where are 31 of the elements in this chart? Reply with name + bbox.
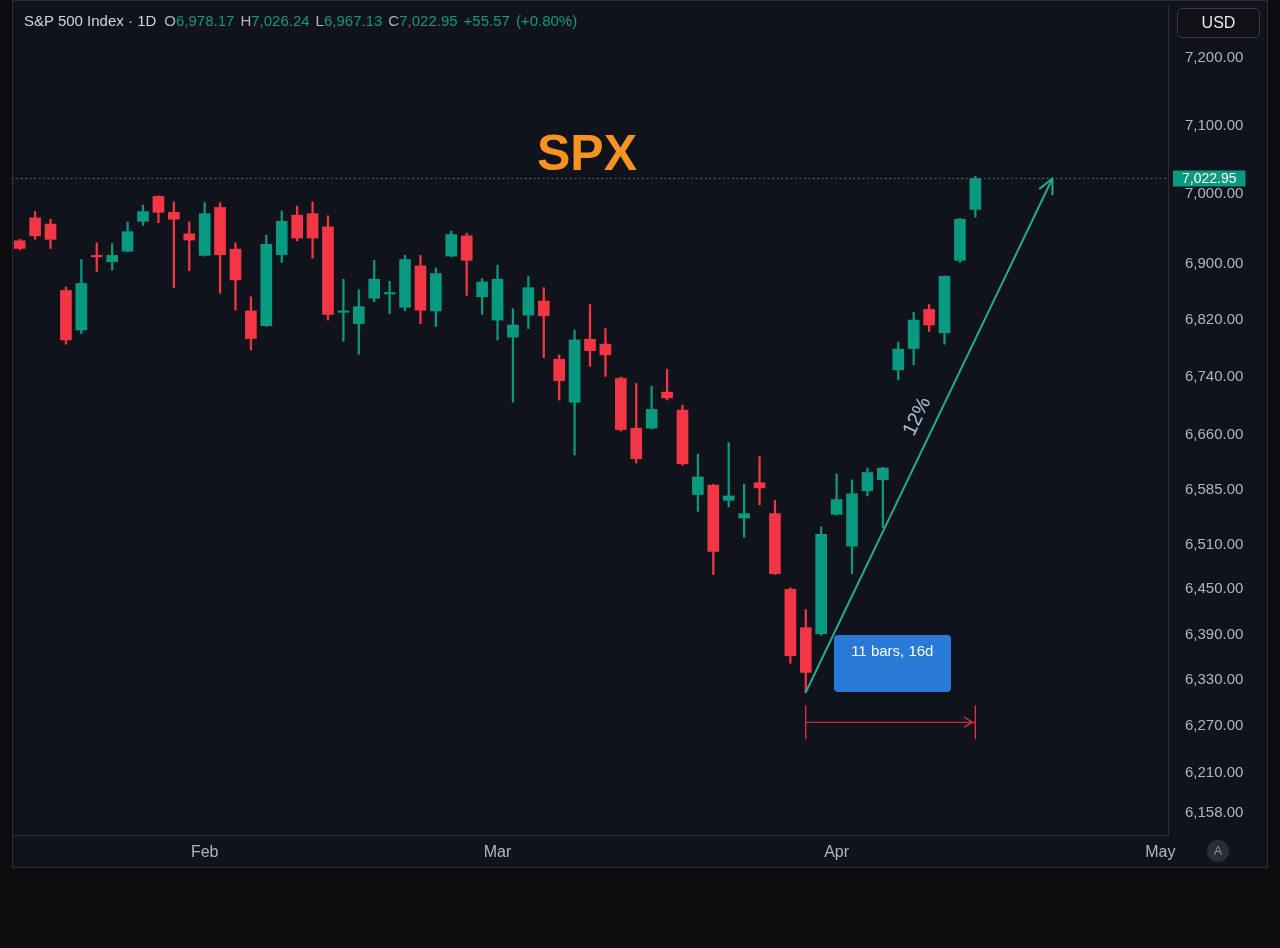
y-tick-label: 7,000.00 — [1185, 184, 1244, 202]
candlestick — [599, 328, 612, 377]
y-tick-label: 6,450.00 — [1185, 579, 1244, 597]
candlestick — [383, 280, 396, 315]
text: S&P 500 Index · 1D — [24, 12, 157, 29]
annotation: 11 bars, 16d — [851, 642, 934, 660]
annotation: 12% — [897, 393, 935, 440]
y-tick-label: 6,330.00 — [1185, 670, 1244, 688]
info-box: 11 bars, 16d — [833, 635, 951, 693]
y-tick-label: 7,100.00 — [1185, 116, 1244, 133]
x-tick-label: May — [1145, 843, 1176, 861]
x-tick-label: Feb — [190, 843, 219, 861]
y-tick-label: 6,510.00 — [1185, 534, 1244, 552]
ref-line-label: 7,022.95 — [1182, 169, 1237, 186]
y-tick-label: 6,900.00 — [1185, 253, 1244, 271]
y-tick-label: 6,660.00 — [1185, 424, 1244, 442]
x-tick-label: Mar — [483, 843, 512, 861]
y-tick-label: 6,740.00 — [1185, 367, 1244, 385]
y-tick-label: 6,585.00 — [1185, 479, 1244, 497]
candlestick — [337, 278, 350, 342]
y-tick-label: 7,200.00 — [1185, 48, 1244, 66]
y-tick-label: 6,210.00 — [1185, 762, 1244, 780]
candlestick — [753, 456, 766, 506]
y-tick-label: 6,820.00 — [1185, 310, 1244, 328]
y-tick-label: 6,270.00 — [1185, 716, 1244, 734]
x-tick-label: Apr — [824, 843, 850, 861]
y-tick-label: 6,158.00 — [1185, 803, 1244, 821]
y-tick-label: 6,390.00 — [1185, 624, 1244, 642]
text: O6,978.17 H7,026.24 L6,967.13 C7,022.95 +55.57 (+0.80%) — [164, 12, 578, 29]
annotation: SPX — [536, 125, 638, 181]
currency-button: USD — [1177, 8, 1260, 38]
